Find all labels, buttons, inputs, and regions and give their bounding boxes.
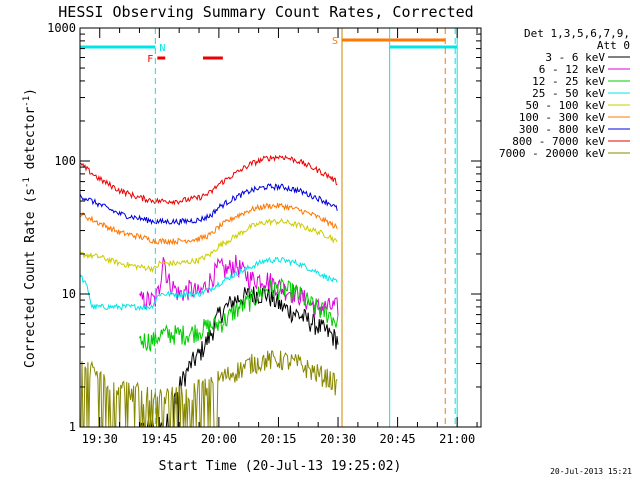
flag-label: F [147, 54, 153, 65]
y-tick-label: 1 [69, 420, 76, 434]
legend-label: 50 - 100 keV [526, 99, 606, 112]
legend-label: 300 - 800 keV [519, 123, 605, 136]
y-tick-label: 1000 [47, 21, 76, 35]
flag-label: N [159, 43, 165, 54]
x-tick-label: 21:00 [439, 432, 475, 446]
series-layer [79, 154, 339, 428]
legend-label: 12 - 25 keV [532, 75, 605, 88]
vertical-lines-layer [154, 28, 458, 427]
chart-title: HESSI Observing Summary Count Rates, Cor… [58, 3, 473, 21]
legend-label: 25 - 50 keV [532, 87, 605, 100]
x-tick-label: 20:45 [380, 432, 416, 446]
y-tick-label: 10 [62, 287, 76, 301]
series-line [139, 254, 339, 318]
y-tick-label: 100 [54, 154, 76, 168]
footer-timestamp: 20-Jul-2013 15:21 [550, 467, 632, 476]
x-axis: 19:30 19:45 20:00 20:15 20:30 20:45 21:00 [82, 28, 478, 446]
x-tick-label: 20:15 [260, 432, 296, 446]
x-tick-label: 19:30 [82, 432, 118, 446]
x-tick-label: 20:00 [201, 432, 237, 446]
x-tick-label: 20:30 [320, 432, 356, 446]
legend-label: 3 - 6 keV [545, 51, 605, 64]
series-line [79, 256, 338, 312]
series-line [79, 183, 338, 226]
series-line [79, 154, 338, 206]
legend-label: 6 - 12 keV [539, 63, 606, 76]
flags-layer: NF S [80, 36, 458, 65]
plot-frame [79, 27, 482, 428]
legend-title-line-1: Det 1,3,5,6,7,9, [524, 27, 630, 40]
series-line [79, 217, 338, 274]
x-tick-label: 19:45 [141, 432, 177, 446]
series-line [139, 277, 339, 352]
legend-label: 100 - 300 keV [519, 111, 605, 124]
legend-title-line-2: Att 0 [597, 39, 630, 52]
series-line [80, 350, 338, 428]
y-axis: 1 10 100 1000 [47, 21, 481, 434]
legend-label: 7000 - 20000 keV [499, 147, 605, 160]
series-line [79, 202, 338, 246]
x-axis-label: Start Time (20-Jul-13 19:25:02) [159, 459, 402, 474]
flag-label: S [332, 36, 338, 47]
y-axis-label: Corrected Count Rate (s-1 detector-1) [22, 88, 38, 368]
legend-label: 800 - 7000 keV [512, 135, 605, 148]
